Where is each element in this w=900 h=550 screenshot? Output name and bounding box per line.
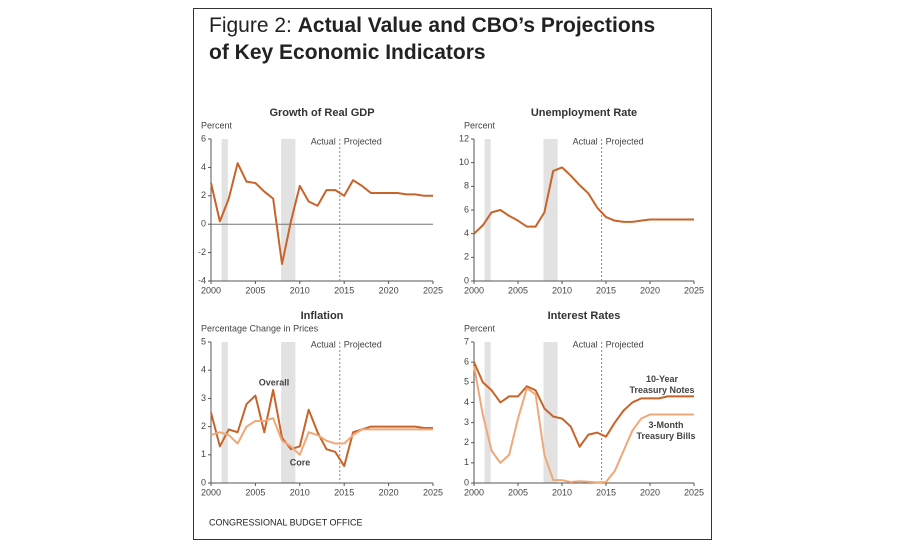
y-tick-label: 2 <box>464 252 469 262</box>
figure-label: Figure 2: <box>209 14 292 37</box>
y-tick-label: 10 <box>459 157 469 167</box>
x-tick-label: 2025 <box>684 487 704 497</box>
y-tick-label: 4 <box>201 365 206 375</box>
y-tick-label: -4 <box>198 275 206 285</box>
x-tick-label: 2005 <box>508 285 528 295</box>
y-tick-label: 0 <box>201 219 206 229</box>
series-label: Overall <box>259 377 290 387</box>
series-line <box>210 388 433 468</box>
y-tick-label: 5 <box>201 336 206 346</box>
y-tick-label: 8 <box>464 181 469 191</box>
annotation: Projected <box>606 136 644 146</box>
y-tick-label: 2 <box>201 190 206 200</box>
y-tick-label: 2 <box>201 421 206 431</box>
x-tick-label: 2015 <box>596 285 616 295</box>
x-tick-label: 2015 <box>334 285 354 295</box>
recession-shade <box>281 139 296 281</box>
panel-title: Growth of Real GDP <box>269 107 374 119</box>
recession-shade <box>484 342 491 483</box>
y-tick-label: 1 <box>464 457 469 467</box>
y-axis-label: Percent <box>464 323 496 333</box>
y-tick-label: 6 <box>464 204 469 214</box>
recession-shade <box>543 342 558 483</box>
series-line <box>473 365 694 484</box>
x-tick-label: 2010 <box>552 285 572 295</box>
y-tick-label: 6 <box>464 357 469 367</box>
recession-shade <box>543 139 558 281</box>
annotation: Actual <box>573 136 598 146</box>
series-label: Core <box>290 457 311 467</box>
x-tick-label: 2000 <box>464 285 484 295</box>
annotation: Actual <box>573 339 598 349</box>
y-tick-label: 0 <box>464 275 469 285</box>
x-tick-label: 2020 <box>640 487 660 497</box>
x-tick-label: 2005 <box>508 487 528 497</box>
series-line <box>473 361 694 448</box>
recession-shade <box>221 342 228 483</box>
y-tick-label: 4 <box>464 397 469 407</box>
figure-frame <box>193 8 712 540</box>
x-tick-label: 2020 <box>379 285 399 295</box>
x-tick-label: 2000 <box>464 487 484 497</box>
x-tick-label: 2010 <box>290 487 310 497</box>
x-tick-label: 2025 <box>423 487 443 497</box>
annotation: Actual <box>311 136 336 146</box>
x-tick-label: 2025 <box>684 285 704 295</box>
annotation: Projected <box>344 136 382 146</box>
y-tick-label: -2 <box>198 247 206 257</box>
y-tick-label: 5 <box>464 377 469 387</box>
panel-title: Interest Rates <box>548 310 621 322</box>
source: CONGRESSIONAL BUDGET OFFICE <box>209 517 363 527</box>
annotation: Projected <box>344 339 382 349</box>
y-axis-label: Percent <box>464 120 496 130</box>
title: Actual Value and CBO’s Projections of Ke… <box>209 14 656 64</box>
y-tick-label: 2 <box>464 437 469 447</box>
y-tick-label: 12 <box>459 133 469 143</box>
y-axis-label: Percent <box>201 120 233 130</box>
annotation: Actual <box>311 339 336 349</box>
y-tick-label: 4 <box>464 228 469 238</box>
y-tick-label: 3 <box>464 417 469 427</box>
x-tick-label: 2010 <box>290 285 310 295</box>
series-label: 3-Month Treasury Bills <box>636 420 695 441</box>
x-tick-label: 2000 <box>201 285 221 295</box>
x-tick-label: 2020 <box>640 285 660 295</box>
series-line <box>210 417 433 456</box>
panel-title: Inflation <box>301 310 344 322</box>
y-tick-label: 6 <box>201 133 206 143</box>
panel-title: Unemployment Rate <box>531 107 637 119</box>
x-tick-label: 2010 <box>552 487 572 497</box>
x-tick-label: 2000 <box>201 487 221 497</box>
y-tick-label: 4 <box>201 162 206 172</box>
y-tick-label: 7 <box>464 336 469 346</box>
y-tick-label: 1 <box>201 449 206 459</box>
x-tick-label: 2020 <box>379 487 399 497</box>
annotation: Projected <box>606 339 644 349</box>
x-tick-label: 2005 <box>245 487 265 497</box>
series-line <box>210 162 433 265</box>
y-axis-label: Percentage Change in Prices <box>201 323 319 333</box>
series-label: 10-Year Treasury Notes <box>629 374 694 395</box>
x-tick-label: 2005 <box>245 285 265 295</box>
series-line <box>473 166 694 235</box>
recession-shade <box>484 139 491 281</box>
x-tick-label: 2025 <box>423 285 443 295</box>
y-tick-label: 3 <box>201 393 206 403</box>
figure-title: Figure 2: Actual Value and CBO’s Project… <box>209 12 679 66</box>
x-tick-label: 2015 <box>334 487 354 497</box>
x-tick-label: 2015 <box>596 487 616 497</box>
y-tick-label: 0 <box>201 477 206 487</box>
y-tick-label: 0 <box>464 477 469 487</box>
